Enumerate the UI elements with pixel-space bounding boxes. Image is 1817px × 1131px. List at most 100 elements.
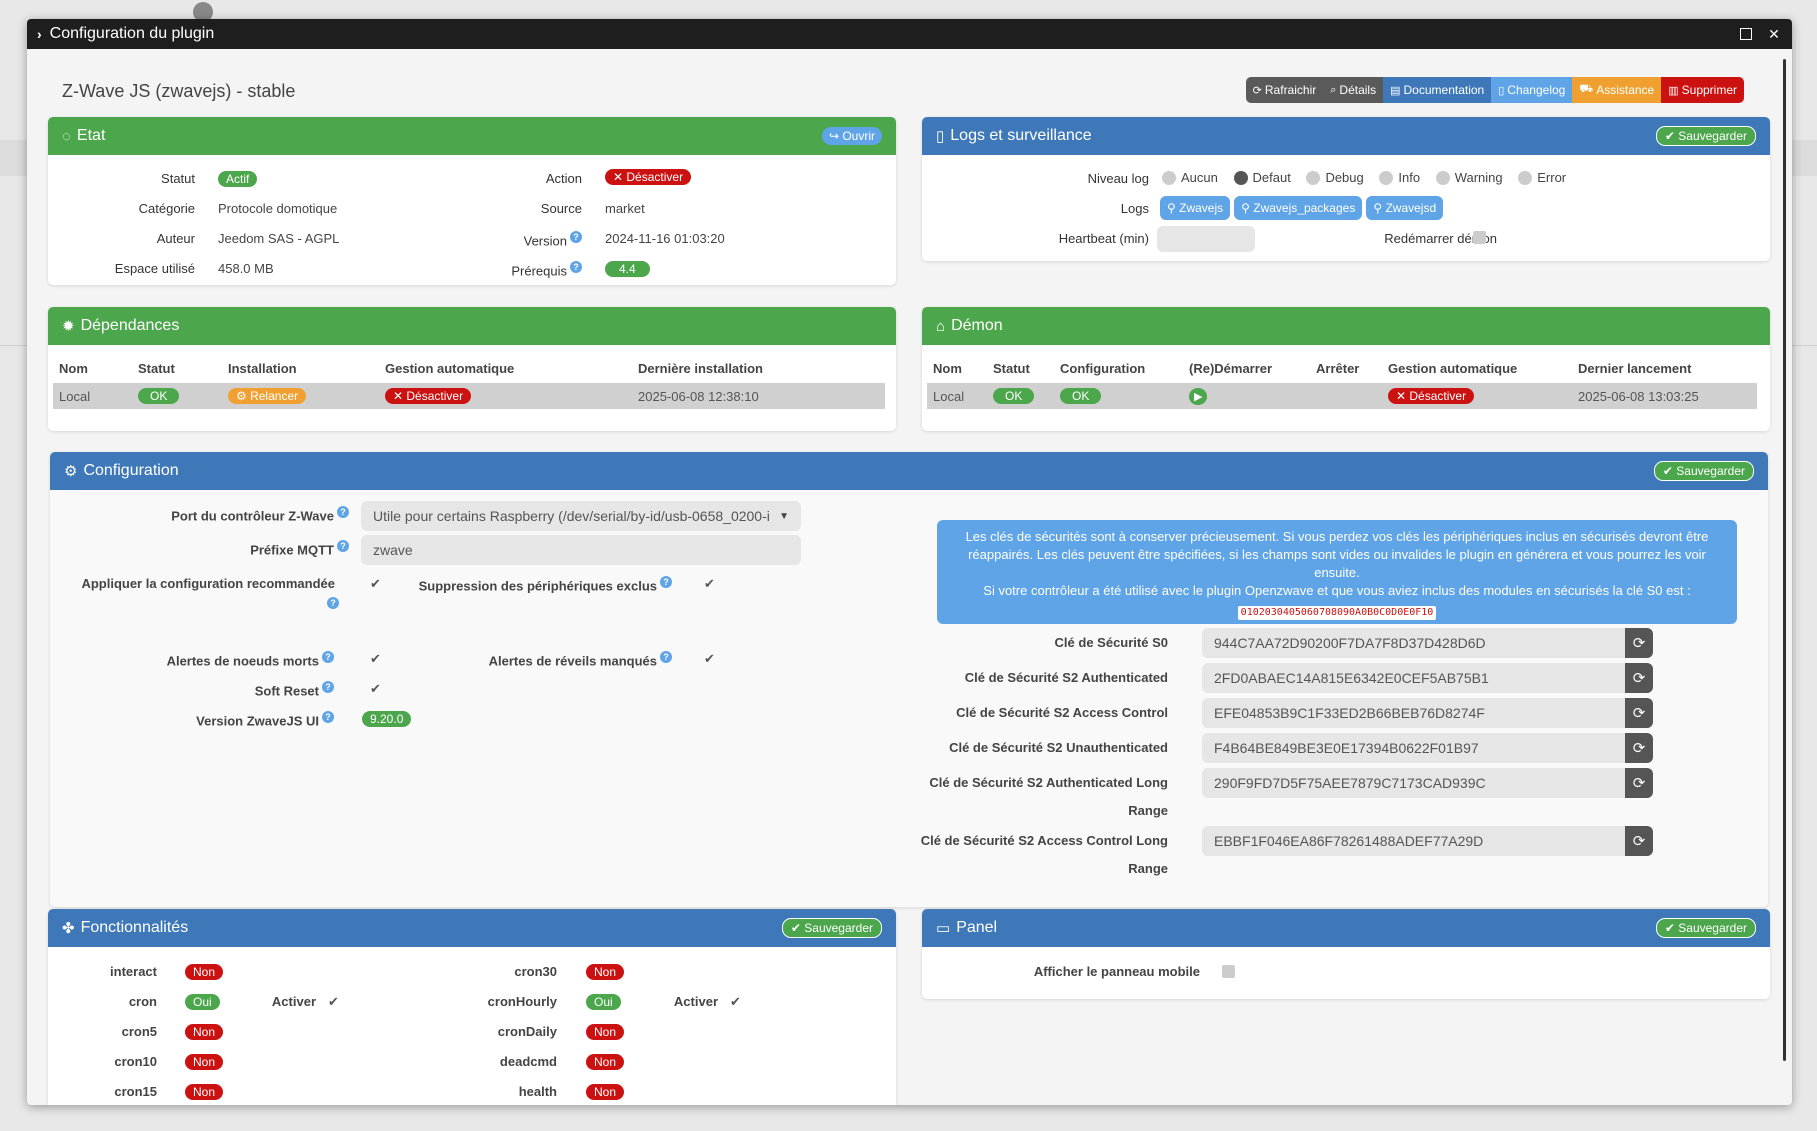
changelog-button[interactable]: ▯ Changelog [1491,77,1573,103]
check-circle-icon: ✔ [1664,129,1679,143]
details-button[interactable]: ⌕ Détails [1323,77,1384,103]
table-header-row: Nom Statut Installation Gestion automati… [53,353,885,383]
circle-notch-icon: ◌ [62,127,71,145]
log-level-error[interactable]: Error [1518,170,1566,185]
chevron-right-icon[interactable]: › [37,26,42,42]
restart-daemon-checkbox[interactable] [1473,231,1486,244]
feature-badge: Non [586,964,625,980]
delete-button[interactable]: ▥ Supprimer [1661,77,1744,103]
niveau-log-label: Niveau log [1087,171,1149,186]
configuration-save-button[interactable]: ✔ Sauvegarder [1653,461,1754,481]
file-text-icon: ▯ [936,128,945,145]
port-select[interactable]: Utile pour certains Raspberry (/dev/seri… [361,501,801,531]
log-button-label: Zwavejsd [1385,201,1437,215]
key-s2-auth-long-input[interactable]: 290F9FD7D5F75AEE7879C7173CAD939C [1202,768,1625,798]
refresh-icon: ⟳ [1632,635,1646,652]
regenerate-key-s2-access-button[interactable]: ⟳ [1625,698,1653,728]
log-zwavejsd-button[interactable]: ⚲ Zwavejsd [1366,196,1444,220]
refresh-button[interactable]: ⟳ Rafraichir [1245,77,1324,103]
log-level-debug[interactable]: Debug [1306,170,1364,185]
s0-legacy-key: 0102030405060708090A0B0C0D0E0F10 [1237,606,1437,620]
mqtt-prefix-input[interactable]: zwave [361,535,801,565]
col-statut: Statut [993,360,1030,376]
desactiver-plugin-button[interactable]: ✕ Désactiver [605,169,692,185]
reveils-checkbox[interactable]: ✔ [704,651,715,666]
col-configuration: Configuration [1060,360,1146,376]
zwavejs-ui-label-text: Version ZwaveJS UI [196,713,319,729]
help-icon[interactable]: ? [337,540,349,552]
help-icon[interactable]: ? [660,651,672,663]
cronhourly-activer-checkbox[interactable]: ✔ [730,994,741,1009]
documentation-button[interactable]: ▤ Documentation [1383,77,1492,103]
heartbeat-input[interactable] [1157,226,1255,252]
port-select-value: Utile pour certains Raspberry (/dev/seri… [373,508,770,524]
help-icon[interactable]: ? [337,506,349,518]
modal-scrollbar[interactable] [1783,59,1786,1061]
help-icon[interactable]: ? [660,576,672,588]
mobile-panel-checkbox[interactable] [1222,965,1235,978]
zwavejs-ui-badge: 9.20.0 [362,711,412,727]
statut-label: Statut [161,171,195,186]
assistance-button[interactable]: ⛟ Assistance [1572,77,1662,103]
alert-text-1: Les clés de sécurités sont à conserver p… [965,529,1709,580]
key-s0-input[interactable]: 944C7AA72D90200F7DA7F8D37D428D6D [1202,628,1625,658]
trash-icon: ▥ [1668,84,1679,97]
open-button[interactable]: ↪ Ouvrir [821,127,882,145]
key-s2-unauth-input[interactable]: F4B64BE849BE3E0E17394B0622F01B97 [1202,733,1625,763]
help-icon[interactable]: ? [327,597,339,609]
log-level-warning[interactable]: Warning [1435,170,1503,185]
details-label: Détails [1339,83,1377,97]
regenerate-key-s2-access-long-button[interactable]: ⟳ [1625,826,1653,856]
feature-badge: Non [185,1084,224,1100]
reco-checkbox[interactable]: ✔ [370,576,381,591]
plugin-config-modal: › Configuration du plugin ✕ Z-Wave JS (z… [27,19,1792,1105]
suppression-checkbox[interactable]: ✔ [704,576,715,591]
activer-label: Activer [673,994,718,1009]
help-icon[interactable]: ? [322,711,334,723]
key-s2-access-long-input[interactable]: EBBF1F046EA86F78261488ADEF77A29D [1202,826,1625,856]
key-s2-auth-input[interactable]: 2FD0ABAEC14A815E6342E0CEF5AB75B1 [1202,663,1625,693]
statut-badge: Actif [218,171,258,187]
log-zwavejs-button[interactable]: ⚲ Zwavejs [1160,196,1231,220]
regenerate-key-s2-auth-button[interactable]: ⟳ [1625,663,1653,693]
help-icon[interactable]: ? [322,651,334,663]
soft-reset-label: Soft Reset? [255,681,334,698]
help-icon[interactable]: ? [322,681,334,693]
maximize-button[interactable] [1738,26,1754,42]
help-icon[interactable]: ? [570,231,582,243]
demon-desactiver-button[interactable]: ✕ Désactiver [1388,388,1475,404]
soft-reset-checkbox[interactable]: ✔ [370,681,381,696]
log-level-info[interactable]: Info [1379,170,1420,185]
version-label-text: Version [523,233,567,249]
play-icon[interactable]: ▶ [1189,387,1208,405]
col-derniere-installation: Dernière installation [638,360,763,376]
demon-table: Nom Statut Configuration (Re)Démarrer Ar… [927,353,1757,409]
regenerate-key-s2-auth-long-button[interactable]: ⟳ [1625,768,1653,798]
source-label: Source [540,201,582,216]
dep-desactiver-button[interactable]: ✕ Désactiver [385,388,472,404]
regenerate-key-s0-button[interactable]: ⟳ [1625,628,1653,658]
fonctionnalites-save-button[interactable]: ✔ Sauvegarder [781,918,882,938]
log-level-defaut[interactable]: Defaut [1233,170,1291,185]
logs-save-button[interactable]: ✔ Sauvegarder [1655,126,1756,146]
demon-configuration: OK [1054,383,1183,409]
close-icon: ✕ [1768,25,1780,42]
etat-header: ◌ Etat ↪ Ouvrir [48,117,896,155]
panel-save-button[interactable]: ✔ Sauvegarder [1655,918,1756,938]
dependances-title: Dépendances [80,317,180,334]
key-s2-auth-long-label-2: Range [1128,803,1168,818]
relancer-button[interactable]: ⚙ Relancer [228,388,307,404]
feature-status: Oui [586,994,621,1010]
prerequis-label: Prérequis? [511,261,582,278]
log-level-radio-group: Aucun Defaut Debug Info Warning Error [1162,170,1578,188]
log-zwavejs-packages-button[interactable]: ⚲ Zwavejs_packages [1234,196,1363,220]
feature-badge: Non [586,1024,625,1040]
regenerate-key-s2-unauth-button[interactable]: ⟳ [1625,733,1653,763]
log-level-aucun[interactable]: Aucun [1162,170,1218,185]
cron-activer-checkbox[interactable]: ✔ [328,994,339,1009]
close-button[interactable]: ✕ [1766,26,1782,42]
noeuds-morts-checkbox[interactable]: ✔ [370,651,381,666]
help-icon[interactable]: ? [570,261,582,273]
key-s2-access-input[interactable]: EFE04853B9C1F33ED2B66BEB76D8274F [1202,698,1625,728]
alert-code-row: 0102030405060708090A0B0C0D0E0F10 [957,602,1717,620]
